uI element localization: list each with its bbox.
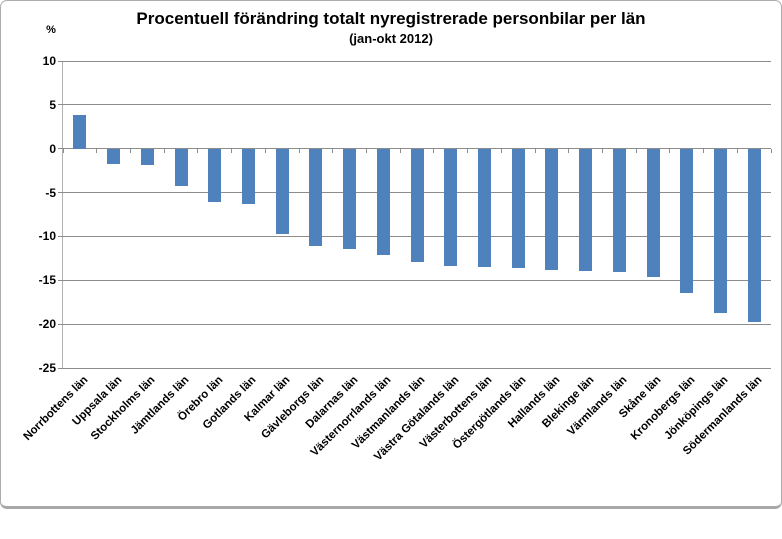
bar: [410, 148, 424, 262]
category-axis-tick: [635, 149, 637, 154]
bar: [612, 148, 626, 272]
y-tick-label: -25: [38, 361, 56, 375]
y-tick-label: 10: [42, 54, 56, 68]
bar: [477, 148, 491, 268]
category-axis-tick: [601, 149, 603, 154]
category-axis-tick: [231, 149, 233, 154]
gridline: [63, 367, 771, 369]
y-axis-tick: [58, 367, 63, 369]
category-axis-tick: [669, 149, 671, 154]
bar: [343, 148, 357, 249]
y-axis-tick-labels: 10 5 0 -5 -10 -15 -20 -25: [0, 54, 56, 375]
bar: [309, 148, 323, 247]
plot-area: [58, 60, 772, 369]
bar: [107, 148, 121, 165]
y-axis-tick: [58, 60, 63, 62]
y-axis-tick: [58, 323, 63, 325]
y-tick-label: 5: [49, 97, 56, 112]
y-axis-unit-label: %: [46, 24, 56, 36]
category-axis-tick: [365, 149, 367, 154]
bar: [444, 148, 458, 267]
bar: [208, 148, 222, 203]
chart-subtitle: (jan-okt 2012): [349, 31, 433, 46]
category-axis-tick: [332, 149, 334, 154]
bar: [747, 148, 761, 323]
bar: [646, 148, 660, 277]
category-axis-tick: [467, 149, 469, 154]
bar: [545, 148, 559, 270]
category-axis-tick: [399, 149, 401, 154]
category-axis-tick: [264, 149, 266, 154]
y-tick-label: -15: [38, 273, 56, 288]
bar: [579, 148, 593, 271]
category-axis-tick: [433, 149, 435, 154]
x-category-label: Södermanlands län: [681, 374, 765, 458]
bar: [241, 148, 255, 204]
bar: [713, 148, 727, 313]
y-tick-label: -10: [38, 229, 56, 244]
bar: [73, 114, 87, 149]
category-axis-tick: [736, 149, 738, 154]
bar: [680, 148, 694, 294]
x-category-label: Jönköpings län: [662, 374, 731, 443]
gridline: [63, 279, 771, 281]
bar: [275, 148, 289, 234]
y-axis-tick: [58, 235, 63, 237]
y-axis-tick: [58, 192, 63, 194]
category-axis-tick: [500, 149, 502, 154]
y-axis-tick: [58, 104, 63, 106]
bar: [376, 148, 390, 255]
y-axis-tick: [58, 148, 63, 150]
x-axis-category-labels: Norrbottens län Uppsala län Stockholms län…: [21, 372, 770, 502]
category-axis-tick: [62, 149, 64, 154]
category-axis-tick: [770, 149, 772, 154]
category-axis-tick: [197, 149, 199, 154]
bar: [140, 148, 154, 166]
gridline: [63, 104, 771, 106]
bar: [174, 148, 188, 187]
y-tick-label: -20: [38, 317, 56, 332]
y-axis-tick: [58, 279, 63, 281]
category-axis-tick: [96, 149, 98, 154]
y-tick-label: -5: [45, 185, 56, 200]
category-axis-tick: [568, 149, 570, 154]
gridline: [63, 323, 771, 325]
category-axis-tick: [298, 149, 300, 154]
category-axis-tick: [534, 149, 536, 154]
y-tick-label: 0: [49, 141, 56, 156]
bar: [511, 148, 525, 268]
chart-title: Procentuell förändring totalt nyregistre…: [136, 9, 646, 28]
gridline: [63, 60, 771, 62]
category-axis-tick: [163, 149, 165, 154]
category-axis-tick: [129, 149, 131, 154]
category-axis-tick: [703, 149, 705, 154]
